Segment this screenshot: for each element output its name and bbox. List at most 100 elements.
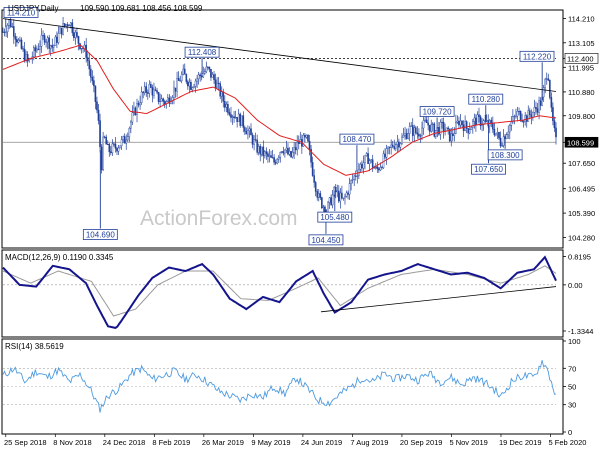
candle-body — [402, 134, 405, 138]
candle-body — [12, 26, 15, 37]
candle-body — [498, 132, 500, 139]
candle-body — [157, 92, 160, 102]
annotation-box — [3, 7, 39, 18]
candle-body — [472, 120, 474, 128]
candle-body — [111, 143, 114, 154]
candle-body — [108, 144, 111, 152]
candle-body — [501, 145, 503, 147]
candle-body — [297, 142, 300, 144]
annotation-label: 104.690 — [86, 231, 115, 240]
candle-body — [79, 43, 81, 50]
candle-body — [405, 133, 408, 139]
candle-body — [90, 68, 92, 78]
candle-body — [296, 142, 299, 151]
candle-body — [179, 80, 181, 82]
candle-body — [342, 197, 345, 199]
candle-body — [515, 115, 517, 117]
candle-body — [439, 121, 442, 135]
annotation-box — [317, 211, 353, 223]
candle-body — [308, 140, 311, 150]
candle-body — [467, 128, 469, 134]
annotation-box — [82, 229, 118, 240]
annotation-label: 107.650 — [474, 165, 503, 174]
candle-body — [424, 119, 426, 121]
price-tick-label: 109.800 — [568, 112, 595, 121]
x-tick-label: 9 May 2019 — [251, 438, 290, 447]
macd-tick-label: 0.8195 — [568, 253, 591, 262]
candle-body — [182, 68, 185, 75]
candle-body — [542, 87, 545, 98]
candle-body — [102, 136, 104, 171]
ohlc-readout: 109.590 109.681 108.456 108.599 — [80, 4, 203, 13]
candle-body — [431, 123, 434, 125]
candle-body — [20, 39, 23, 49]
price-tick-label: 114.210 — [568, 14, 595, 23]
candle-body — [359, 164, 362, 170]
rsi-line — [2, 360, 557, 413]
candle-body — [316, 191, 319, 198]
macd-line — [2, 255, 557, 329]
annotation-label: 112.408 — [188, 48, 217, 57]
candle-body — [448, 128, 451, 142]
candle-body — [59, 27, 61, 34]
candle-body — [338, 190, 340, 202]
candle-body — [539, 100, 542, 106]
candle-body — [123, 136, 126, 144]
annotation-label: 109.720 — [423, 108, 452, 117]
candle-body — [334, 186, 337, 193]
candle-body — [390, 144, 392, 148]
annotation-label: 108.300 — [491, 151, 520, 160]
candle-body — [200, 75, 203, 78]
candle-body — [3, 31, 6, 33]
price-price-tag — [564, 136, 599, 148]
candle-body — [194, 80, 197, 87]
candle-body — [328, 197, 331, 203]
candle-body — [407, 133, 409, 139]
candle-body — [382, 153, 385, 168]
candle-body — [265, 151, 268, 154]
candle-body — [122, 136, 124, 140]
candle-body — [203, 71, 206, 74]
annotation-box — [339, 133, 375, 145]
candle-body — [202, 73, 205, 78]
candle-body — [499, 137, 502, 147]
annotation-label: 108.470 — [342, 135, 371, 144]
price-tick-label: 108.599 — [567, 138, 594, 147]
candle-body — [156, 90, 158, 93]
candle-body — [260, 146, 263, 155]
candle-body — [385, 148, 388, 158]
candle-body — [220, 91, 223, 97]
candle-body — [495, 133, 497, 136]
candle-body — [174, 87, 177, 92]
candle-body — [131, 112, 134, 123]
candle-body — [37, 48, 40, 50]
candle-body — [513, 116, 516, 118]
annotation-box — [468, 93, 504, 105]
candle-body — [54, 36, 57, 46]
x-tick-label: 19 Dec 2019 — [499, 438, 542, 447]
candle-body — [242, 115, 245, 128]
candle-body — [347, 192, 349, 195]
price-tick-label: 110.880 — [568, 88, 595, 97]
candle-body — [39, 46, 41, 50]
candle-body — [428, 124, 431, 132]
candle-body — [458, 120, 460, 126]
candle-body — [173, 87, 175, 98]
candle-body — [416, 132, 419, 135]
candle-body — [282, 151, 285, 154]
candle-body — [496, 132, 499, 134]
trend-line — [2, 18, 557, 92]
candle-body — [529, 110, 531, 116]
candle-body — [145, 86, 148, 93]
annotation-label: 105.480 — [320, 213, 349, 222]
candle-body — [68, 25, 71, 27]
candle-body — [450, 133, 453, 142]
candle-body — [351, 179, 354, 181]
candle-body — [180, 73, 183, 82]
candle-body — [191, 87, 194, 90]
candle-body — [228, 112, 231, 115]
candle-body — [60, 27, 63, 35]
candle-body — [453, 133, 456, 136]
rsi-tick-label: 70 — [568, 364, 576, 373]
